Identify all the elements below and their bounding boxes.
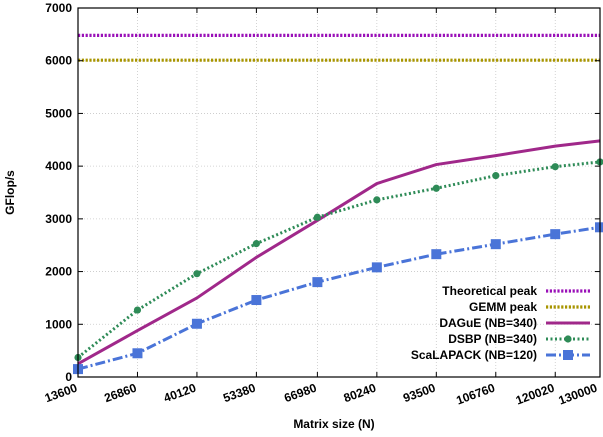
x-tick-label: 80240	[342, 381, 378, 406]
data-point	[551, 163, 559, 171]
data-point	[132, 348, 143, 359]
grid	[77, 7, 601, 378]
data-point	[432, 184, 440, 192]
y-tick-label: 3000	[45, 212, 72, 226]
data-point	[251, 295, 262, 306]
data-point	[371, 262, 382, 273]
legend-entry: Theoretical peak	[442, 284, 590, 298]
data-point	[312, 277, 323, 288]
x-tick-label: 40120	[162, 381, 198, 406]
legend-label: DAGuE (NB=340)	[439, 316, 537, 330]
legend-label: Theoretical peak	[442, 284, 537, 298]
y-tick-label: 7000	[45, 1, 72, 15]
series-line	[77, 139, 601, 366]
data-point	[313, 213, 321, 221]
legend-entry: DSBP (NB=340)	[448, 332, 590, 346]
series-2	[77, 139, 601, 366]
x-tick-label: 26860	[102, 381, 138, 406]
data-point	[191, 318, 202, 329]
x-tick-label: 13600	[43, 381, 79, 406]
legend-label: ScaLAPACK (NB=120)	[411, 348, 537, 362]
x-tick-label: 93500	[401, 381, 437, 406]
x-tick-label: 106760	[454, 381, 497, 408]
data-point	[373, 196, 381, 204]
x-tick-label: 120020	[514, 381, 557, 408]
legend: Theoretical peak GEMM peak DAGuE (NB=340) D…	[411, 284, 590, 362]
y-tick-label: 6000	[45, 54, 72, 68]
legend-label: GEMM peak	[469, 300, 537, 314]
legend-marker	[564, 335, 572, 343]
x-axis-label: Matrix size (N)	[293, 417, 374, 431]
data-point	[550, 229, 561, 240]
y-tick-label: 2000	[45, 265, 72, 279]
data-point	[252, 240, 260, 248]
x-tick-label: 66980	[282, 381, 318, 406]
data-point	[595, 222, 603, 233]
y-axis-label: GFlop/s	[3, 170, 17, 215]
data-point	[193, 270, 201, 278]
x-tick-label: 130000	[557, 381, 600, 408]
data-point	[431, 249, 442, 260]
y-tick-label: 1000	[45, 317, 72, 331]
data-point	[492, 172, 500, 180]
x-tick-label: 53380	[221, 381, 257, 406]
series-line	[77, 160, 601, 359]
plot-series	[73, 33, 603, 375]
series-line	[77, 225, 601, 371]
legend-label: DSBP (NB=340)	[448, 332, 537, 346]
series-3	[74, 158, 603, 362]
legend-marker	[563, 350, 573, 360]
legend-entry: GEMM peak	[469, 300, 590, 314]
plot-frame	[77, 7, 601, 378]
y-tick-label: 5000	[45, 106, 72, 120]
legend-entry: ScaLAPACK (NB=120)	[411, 348, 590, 362]
y-tick-label: 0	[65, 370, 72, 384]
y-tick-label: 4000	[45, 159, 72, 173]
legend-entry: DAGuE (NB=340)	[439, 316, 590, 330]
data-point	[490, 239, 501, 250]
data-point	[133, 306, 142, 314]
axis-ticks: 0 1000 2000 3000 4000 5000 6000 7000 13600 26860 4…	[43, 1, 601, 408]
